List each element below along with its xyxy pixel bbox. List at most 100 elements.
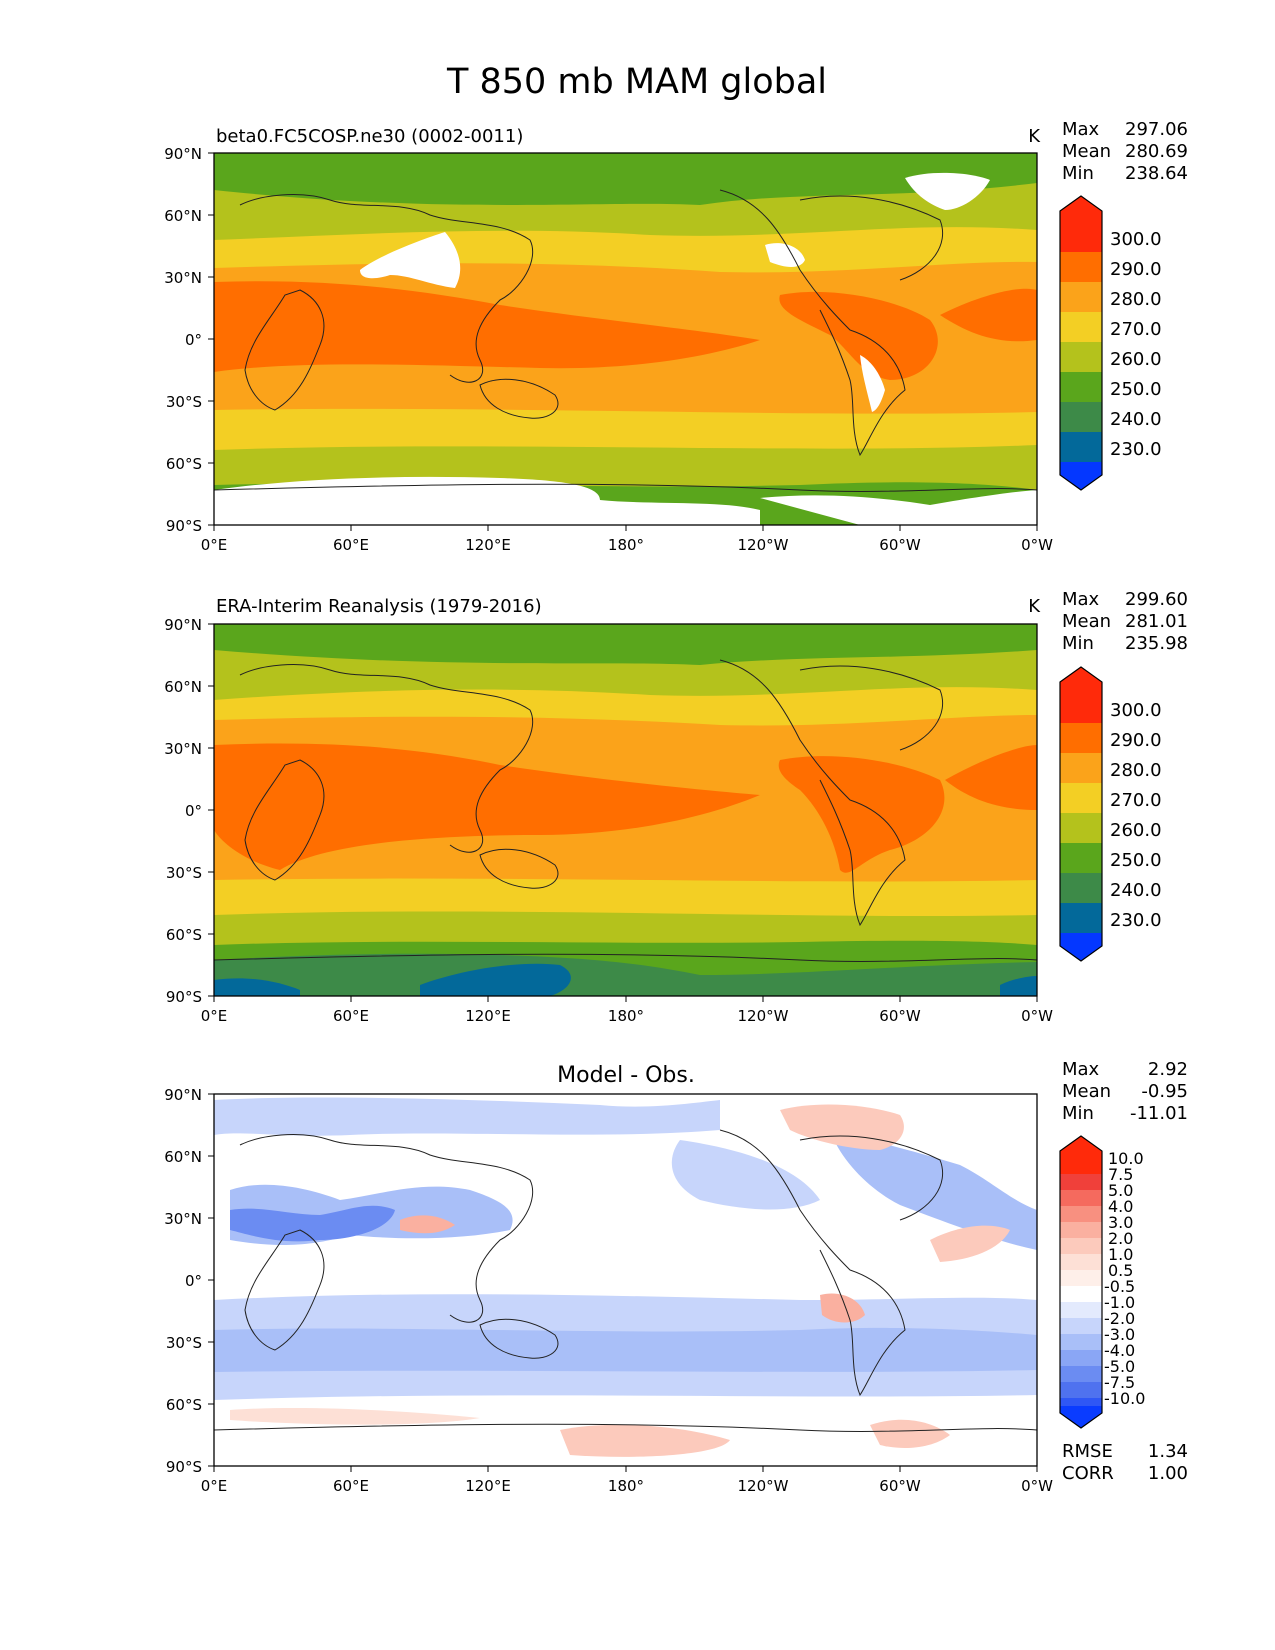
lat-tick-30n: 30°N [164,740,202,758]
lat-tick-30s: 30°S [166,1334,202,1352]
panel-diff-extra-stats: RMSE 1.34 CORR 1.00 [1062,1441,1188,1484]
stat-label-rmse: RMSE [1062,1441,1113,1462]
cbar-label: 280.0 [1110,760,1162,781]
panel-model-stats: Max 297.06 Mean 280.69 Min 238.64 [1062,119,1188,184]
cbar-label: 0.5 [1108,1261,1133,1280]
cbar-label: 7.5 [1108,1165,1133,1184]
stat-value-max: 2.92 [1148,1059,1188,1080]
cbar-label: -1.0 [1104,1293,1135,1312]
lon-tick-120w: 120°W [738,1477,789,1495]
lat-tick-0: 0° [185,1272,202,1290]
lat-tick-90n: 90°N [164,616,202,634]
stat-value-mean: -0.95 [1141,1081,1188,1102]
diff-neg-northam [830,1130,1037,1250]
stat-value-max: 299.60 [1125,589,1188,610]
model-band-290-atlantic [940,288,1037,342]
lon-tick-120w: 120°W [738,536,789,554]
obs-band-290-samerica [778,756,945,873]
cbar-label: -4.0 [1104,1341,1135,1360]
stat-label-mean: Mean [1062,1081,1111,1102]
lat-tick-90n: 90°N [164,145,202,163]
cbar-label: -3.0 [1104,1325,1135,1344]
cbar-label: 240.0 [1110,409,1162,430]
panel-obs-map [214,624,1037,996]
stat-value-rmse: 1.34 [1148,1441,1188,1462]
panel-obs-colorbar: 300.0 290.0 280.0 270.0 260.0 250.0 240.… [1059,666,1162,962]
lon-tick-120e: 120°E [465,1007,511,1025]
panel-obs: ERA-Interim Reanalysis (1979-2016) K [164,589,1188,1025]
cbar-label: 4.0 [1108,1197,1133,1216]
stat-label-mean: Mean [1062,141,1111,162]
lon-tick-120e: 120°E [465,1477,511,1495]
model-andes-mask [860,355,885,412]
stat-label-min: Min [1062,1103,1094,1124]
lat-tick-90s: 90°S [166,988,202,1006]
diff-pos-antarctic-2 [870,1419,950,1448]
cbar-label: 240.0 [1110,880,1162,901]
obs-band-290-atlantic [945,745,1037,810]
cbar-label: 300.0 [1110,229,1162,250]
model-greenland-mask [905,172,990,210]
obs-band-230-south-3 [1000,976,1037,996]
obs-band-240-south [214,953,1037,996]
lat-tick-30n: 30°N [164,1210,202,1228]
stat-label-mean: Mean [1062,611,1111,632]
obs-band-230-south-2 [420,963,571,996]
lon-tick-0e: 0°E [201,1477,228,1495]
lon-tick-60e: 60°E [333,1477,369,1495]
lat-tick-30s: 30°S [166,393,202,411]
panel-diff-stats: Max 2.92 Mean -0.95 Min -11.01 [1062,1059,1188,1124]
stat-value-max: 297.06 [1125,119,1188,140]
lat-tick-60s: 60°S [166,926,202,944]
lon-tick-60w: 60°W [879,1477,921,1495]
lat-tick-60n: 60°N [164,207,202,225]
panel-model-title: beta0.FC5COSP.ne30 (0002-0011) [216,126,523,147]
model-band-250-north [214,153,1037,205]
cbar-label: 290.0 [1110,259,1162,280]
cbar-label: -5.0 [1104,1357,1135,1376]
lon-tick-180: 180° [608,1477,644,1495]
diff-pos-south-ocean [230,1407,480,1425]
cbar-label: 260.0 [1110,820,1162,841]
cbar-label: 5.0 [1108,1181,1133,1200]
lon-tick-0e: 0°E [201,536,228,554]
stat-label-min: Min [1062,163,1094,184]
cbar-label: -2.0 [1104,1309,1135,1328]
panel-obs-lat-axis: 90°N 60°N 30°N 0° 30°S 60°S 90°S [164,616,214,1006]
stat-value-mean: 281.01 [1125,611,1188,632]
lon-tick-60w: 60°W [879,1007,921,1025]
diff-pos-atlantic [930,1225,1010,1262]
stat-label-max: Max [1062,119,1100,140]
lat-tick-60s: 60°S [166,1396,202,1414]
panel-diff-title: Model - Obs. [557,1063,695,1088]
panel-diff: Model - Obs. [164,1059,1188,1495]
stat-label-max: Max [1062,1059,1100,1080]
panel-diff-lon-axis: 0°E 60°E 120°E 180° 120°W 60°W 0°W [201,1466,1053,1495]
panel-model: beta0.FC5COSP.ne30 (0002-0011) K [164,119,1188,554]
lat-tick-30n: 30°N [164,269,202,287]
lon-tick-120e: 120°E [465,536,511,554]
diff-pos-tibet [400,1215,455,1234]
stat-label-corr: CORR [1062,1463,1114,1484]
cbar-label: 1.0 [1108,1245,1133,1264]
lat-tick-90s: 90°S [166,517,202,535]
lon-tick-60w: 60°W [879,536,921,554]
cbar-label: -0.5 [1104,1277,1135,1296]
cbar-label: -10.0 [1104,1389,1145,1408]
panel-obs-units: K [1028,596,1041,617]
panel-diff-map [214,1094,1037,1466]
cbar-label: 3.0 [1108,1213,1133,1232]
cbar-label: 260.0 [1110,349,1162,370]
lat-tick-60n: 60°N [164,1148,202,1166]
lon-tick-0w: 0°W [1021,1007,1053,1025]
panel-model-colorbar: 300.0 290.0 280.0 270.0 260.0 250.0 240.… [1059,195,1162,491]
stat-value-min: 235.98 [1125,633,1188,654]
cbar-label: 290.0 [1110,730,1162,751]
model-tibet-mask [360,232,461,288]
lon-tick-60e: 60°E [333,1007,369,1025]
diff-neg-north [214,1097,720,1136]
model-antarctica-mask [214,476,760,525]
cbar-label: 10.0 [1108,1149,1144,1168]
lon-tick-0w: 0°W [1021,1477,1053,1495]
